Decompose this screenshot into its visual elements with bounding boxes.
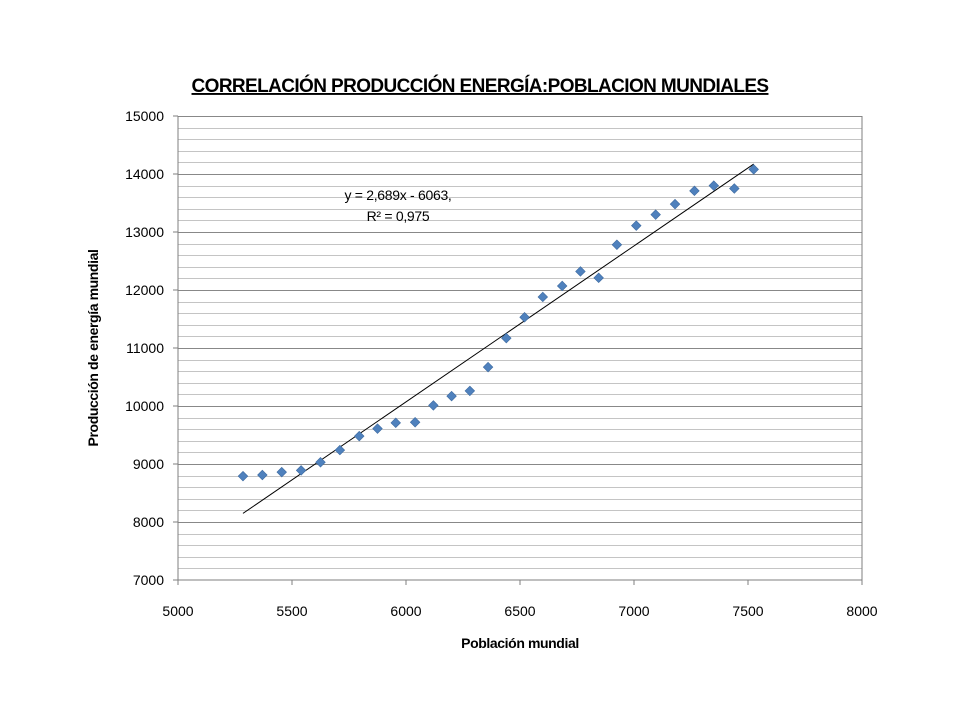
data-point [372, 423, 383, 434]
data-point [669, 198, 681, 210]
x-tick-label: 8000 [846, 603, 877, 619]
x-tick-label: 6000 [390, 603, 421, 619]
data-point [315, 457, 326, 468]
data-point [464, 385, 476, 397]
data-point [748, 164, 759, 175]
data-point [428, 400, 439, 411]
data-point [611, 239, 623, 250]
y-axis-title: Producción de energía mundial [85, 250, 101, 447]
x-tick-label: 7500 [732, 603, 763, 619]
x-tick-label: 6500 [504, 603, 535, 619]
x-tick-labels: 5000 5500 6000 6500 7000 7500 8000 [162, 580, 878, 619]
data-point [257, 469, 268, 481]
data-point [519, 312, 530, 323]
data-point [334, 444, 346, 456]
data-point [237, 470, 249, 482]
data-point [729, 183, 740, 194]
data-point [295, 465, 307, 476]
y-tick-label: 15000 [125, 108, 164, 124]
trendline [242, 163, 754, 514]
data-point [537, 291, 549, 303]
trendline-r-squared: R² = 0,975 [367, 208, 430, 224]
y-tick-label: 13000 [125, 224, 164, 240]
data-point [390, 417, 401, 429]
data-point [482, 361, 494, 373]
gridlines [178, 116, 862, 569]
data-point [446, 390, 457, 402]
y-tick-label: 9000 [133, 456, 164, 472]
data-point [556, 280, 568, 292]
data-point [593, 272, 604, 284]
data-point [354, 430, 365, 442]
data-point [689, 185, 700, 197]
trendline-equation: y = 2,689x - 6063, [344, 187, 451, 203]
data-point [409, 417, 421, 428]
data-point [276, 466, 287, 478]
x-tick-label: 5000 [162, 603, 193, 619]
data-point [575, 266, 586, 277]
y-tick-label: 10000 [125, 398, 164, 414]
y-tick-label: 12000 [125, 282, 164, 298]
x-tick-label: 5500 [276, 603, 307, 619]
data-points [237, 164, 759, 482]
chart-title: CORRELACIÓN PRODUCCIÓN ENERGÍA:POBLACION… [192, 75, 769, 97]
data-point [708, 180, 720, 191]
x-axis-title: Población mundial [461, 635, 579, 651]
data-point [650, 209, 661, 220]
y-tick-label: 8000 [133, 514, 164, 530]
y-tick-label: 11000 [126, 340, 164, 356]
y-tick-label: 7000 [133, 572, 164, 588]
y-tick-labels: 7000 8000 9000 10000 11000 12000 13000 14000 150… [125, 108, 178, 588]
data-point [501, 332, 512, 344]
x-tick-label: 7000 [618, 603, 649, 619]
y-tick-label: 14000 [125, 166, 164, 182]
data-point [631, 220, 642, 231]
